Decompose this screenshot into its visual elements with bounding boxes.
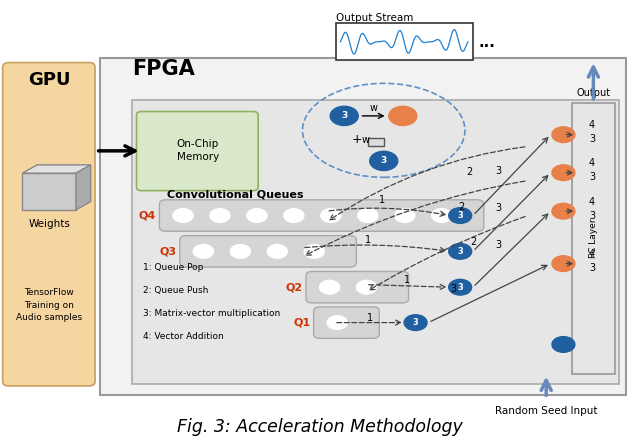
FancyBboxPatch shape <box>100 58 626 395</box>
Text: 2: 2 <box>470 237 476 247</box>
Circle shape <box>319 280 340 294</box>
Text: 2: 2 <box>458 202 465 212</box>
Circle shape <box>552 256 575 271</box>
Circle shape <box>321 209 341 223</box>
Text: 4: 4 <box>589 249 595 259</box>
Circle shape <box>327 315 348 330</box>
Circle shape <box>173 209 193 223</box>
Text: 3: 3 <box>458 247 463 256</box>
Text: Output Stream: Output Stream <box>336 13 413 22</box>
FancyBboxPatch shape <box>314 307 380 338</box>
Text: Q3: Q3 <box>159 246 177 257</box>
Text: Random Seed Input: Random Seed Input <box>495 406 598 416</box>
Text: w: w <box>361 136 369 145</box>
Circle shape <box>210 209 230 223</box>
Text: 3: 3 <box>451 284 457 294</box>
Circle shape <box>330 106 358 125</box>
Circle shape <box>193 244 214 258</box>
Circle shape <box>356 280 377 294</box>
Text: 1: Queue Pop: 1: Queue Pop <box>143 264 204 272</box>
Text: 3: 3 <box>589 263 595 273</box>
FancyBboxPatch shape <box>180 236 356 267</box>
Text: Fig. 3: Acceleration Methodology: Fig. 3: Acceleration Methodology <box>177 418 463 436</box>
Text: 3: 3 <box>341 111 348 121</box>
Circle shape <box>304 244 324 258</box>
Text: 1: 1 <box>367 313 373 323</box>
Text: Q4: Q4 <box>139 210 156 220</box>
Circle shape <box>449 208 472 224</box>
Text: Output: Output <box>576 88 611 98</box>
Circle shape <box>404 315 427 330</box>
Text: 3: 3 <box>495 203 502 213</box>
Circle shape <box>394 209 415 223</box>
Text: 3: 3 <box>589 210 595 220</box>
Circle shape <box>552 165 575 180</box>
Text: 3: 3 <box>413 318 419 327</box>
Text: 2: Queue Push: 2: Queue Push <box>143 286 208 295</box>
Text: 4: 4 <box>589 197 595 206</box>
Circle shape <box>358 209 378 223</box>
Circle shape <box>449 279 472 295</box>
Circle shape <box>552 127 575 143</box>
Text: 3: Matrix-vector multiplication: 3: Matrix-vector multiplication <box>143 309 280 318</box>
Text: 2: 2 <box>467 167 473 177</box>
FancyBboxPatch shape <box>336 23 473 60</box>
Text: w: w <box>369 103 378 114</box>
Text: FC Layer: FC Layer <box>589 219 598 258</box>
Text: 3: 3 <box>458 283 463 292</box>
Text: FPGA: FPGA <box>132 59 195 79</box>
Text: 3: 3 <box>495 240 502 250</box>
Text: 4: 4 <box>589 158 595 168</box>
Text: 3: 3 <box>381 156 387 165</box>
Text: 1: 1 <box>380 195 385 205</box>
Text: 3: 3 <box>495 166 502 176</box>
Text: GPU: GPU <box>28 71 70 89</box>
Circle shape <box>230 244 250 258</box>
Circle shape <box>284 209 304 223</box>
Circle shape <box>246 209 267 223</box>
Circle shape <box>267 244 287 258</box>
FancyBboxPatch shape <box>572 103 615 374</box>
Text: 4: Vector Addition: 4: Vector Addition <box>143 332 223 341</box>
Text: Q2: Q2 <box>285 282 303 292</box>
Text: TensorFlow
Training on
Audio samples: TensorFlow Training on Audio samples <box>16 288 83 322</box>
Circle shape <box>552 337 575 352</box>
Text: 1: 1 <box>365 235 371 245</box>
Text: ...: ... <box>478 34 495 50</box>
Text: +: + <box>351 132 362 146</box>
FancyBboxPatch shape <box>159 200 484 231</box>
Polygon shape <box>76 165 91 210</box>
Text: 3: 3 <box>589 172 595 182</box>
Text: 1: 1 <box>404 275 410 285</box>
Text: Q1: Q1 <box>293 318 310 328</box>
Polygon shape <box>22 165 91 173</box>
Circle shape <box>449 243 472 259</box>
Circle shape <box>552 203 575 219</box>
FancyBboxPatch shape <box>22 173 76 210</box>
FancyBboxPatch shape <box>136 111 258 191</box>
FancyBboxPatch shape <box>3 62 95 386</box>
Circle shape <box>370 151 397 171</box>
FancyBboxPatch shape <box>306 271 408 303</box>
Circle shape <box>431 209 452 223</box>
FancyBboxPatch shape <box>368 138 385 147</box>
Text: Weights: Weights <box>28 219 70 229</box>
FancyBboxPatch shape <box>132 100 620 384</box>
Circle shape <box>389 106 417 125</box>
Text: 3: 3 <box>458 211 463 220</box>
Text: 3: 3 <box>589 134 595 144</box>
Text: 4: 4 <box>589 120 595 130</box>
Text: Convolutional Queues: Convolutional Queues <box>167 190 303 200</box>
Text: On-Chip
Memory: On-Chip Memory <box>177 139 219 162</box>
